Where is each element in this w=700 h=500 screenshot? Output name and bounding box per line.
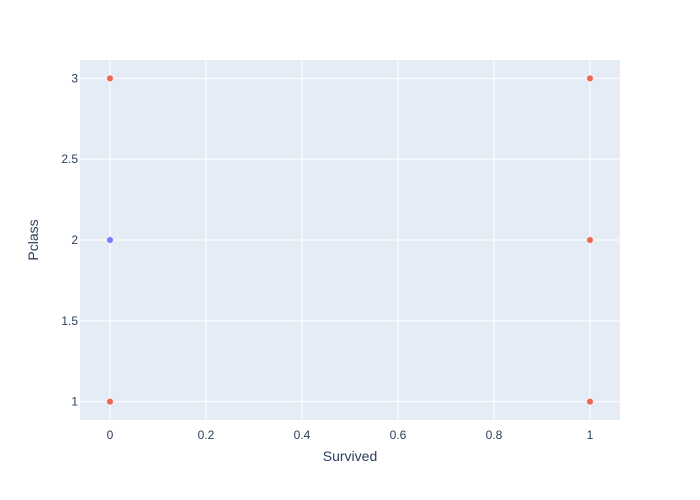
- y-tick-label: 3: [71, 71, 78, 85]
- x-tick-label: 0.4: [294, 428, 311, 442]
- y-axis-title: Pclass: [25, 219, 41, 260]
- x-tick-label: 1: [587, 428, 594, 442]
- scatter-point: [107, 398, 113, 405]
- y-tick-label: 1: [71, 395, 78, 409]
- x-tick-label: 0.6: [390, 428, 407, 442]
- x-tick-label: 0.2: [198, 428, 215, 442]
- y-tick-label: 2.5: [61, 152, 78, 166]
- scatter-point: [107, 237, 113, 243]
- scatter-point: [587, 75, 593, 82]
- x-tick-label: 0: [107, 428, 114, 442]
- tick-labels: 0 0.2 0.4 0.6 0.8 1 1 1.5 2 2.5 3: [61, 71, 593, 442]
- x-tick-label: 0.8: [486, 428, 503, 442]
- grid-lines: [80, 60, 620, 420]
- y-tick-label: 1.5: [61, 314, 78, 328]
- y-tick-label: 2: [71, 233, 78, 247]
- data-points: [107, 75, 593, 405]
- x-axis-title: Survived: [323, 448, 377, 464]
- scatter-point: [587, 237, 593, 243]
- scatter-point: [107, 75, 113, 82]
- scatter-point: [587, 398, 593, 405]
